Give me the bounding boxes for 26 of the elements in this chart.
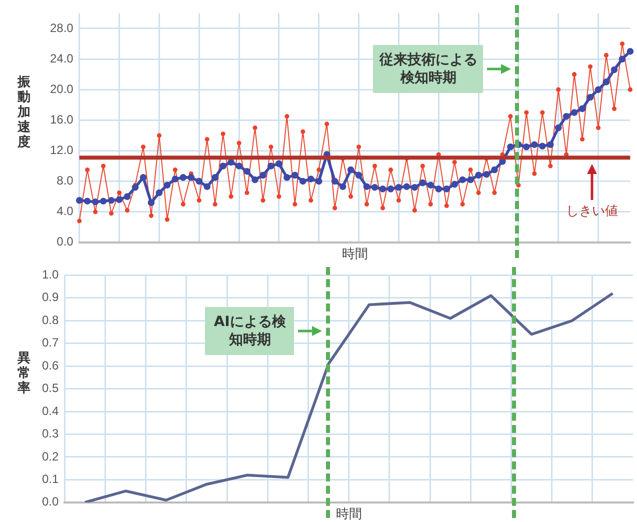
y-tick-label: 0.5 bbox=[42, 381, 59, 396]
x-axis-title: 時間 bbox=[336, 506, 362, 521]
y-tick-label: 0.7 bbox=[42, 336, 59, 350]
y-tick-label: 1.0 bbox=[42, 268, 59, 282]
y-tick-label: 8.0 bbox=[56, 174, 74, 188]
y-tick-label: 0.4 bbox=[42, 404, 59, 418]
y-tick-label: 4.0 bbox=[56, 204, 74, 218]
y-tick-label: 0.1 bbox=[42, 472, 59, 486]
y-tick-label: 0.3 bbox=[42, 426, 59, 441]
y-tick-label: 0.6 bbox=[42, 358, 59, 372]
y-axis-title: 異常率 bbox=[16, 351, 32, 396]
y-tick-label: 20.0 bbox=[50, 82, 74, 96]
y-tick-label: 0.2 bbox=[42, 449, 59, 464]
y-tick-label: 0.8 bbox=[42, 312, 59, 327]
y-tick-label: 24.0 bbox=[50, 51, 74, 66]
y-axis-title: 振動加速度 bbox=[16, 75, 32, 150]
y-tick-label: 0.0 bbox=[56, 234, 74, 249]
annotation: AIによる検知時期 bbox=[205, 307, 294, 355]
y-tick-label: 12.0 bbox=[50, 143, 74, 158]
y-tick-label: 28.0 bbox=[50, 20, 74, 35]
y-tick-label: 16.0 bbox=[50, 112, 74, 126]
annotation: 従来技術による検知時期 bbox=[373, 45, 484, 94]
y-tick-label: 0.0 bbox=[42, 494, 59, 509]
y-tick-label: 0.9 bbox=[42, 290, 59, 304]
ref-line-label: しきい値 bbox=[566, 202, 618, 220]
x-axis-title: 時間 bbox=[342, 246, 368, 261]
